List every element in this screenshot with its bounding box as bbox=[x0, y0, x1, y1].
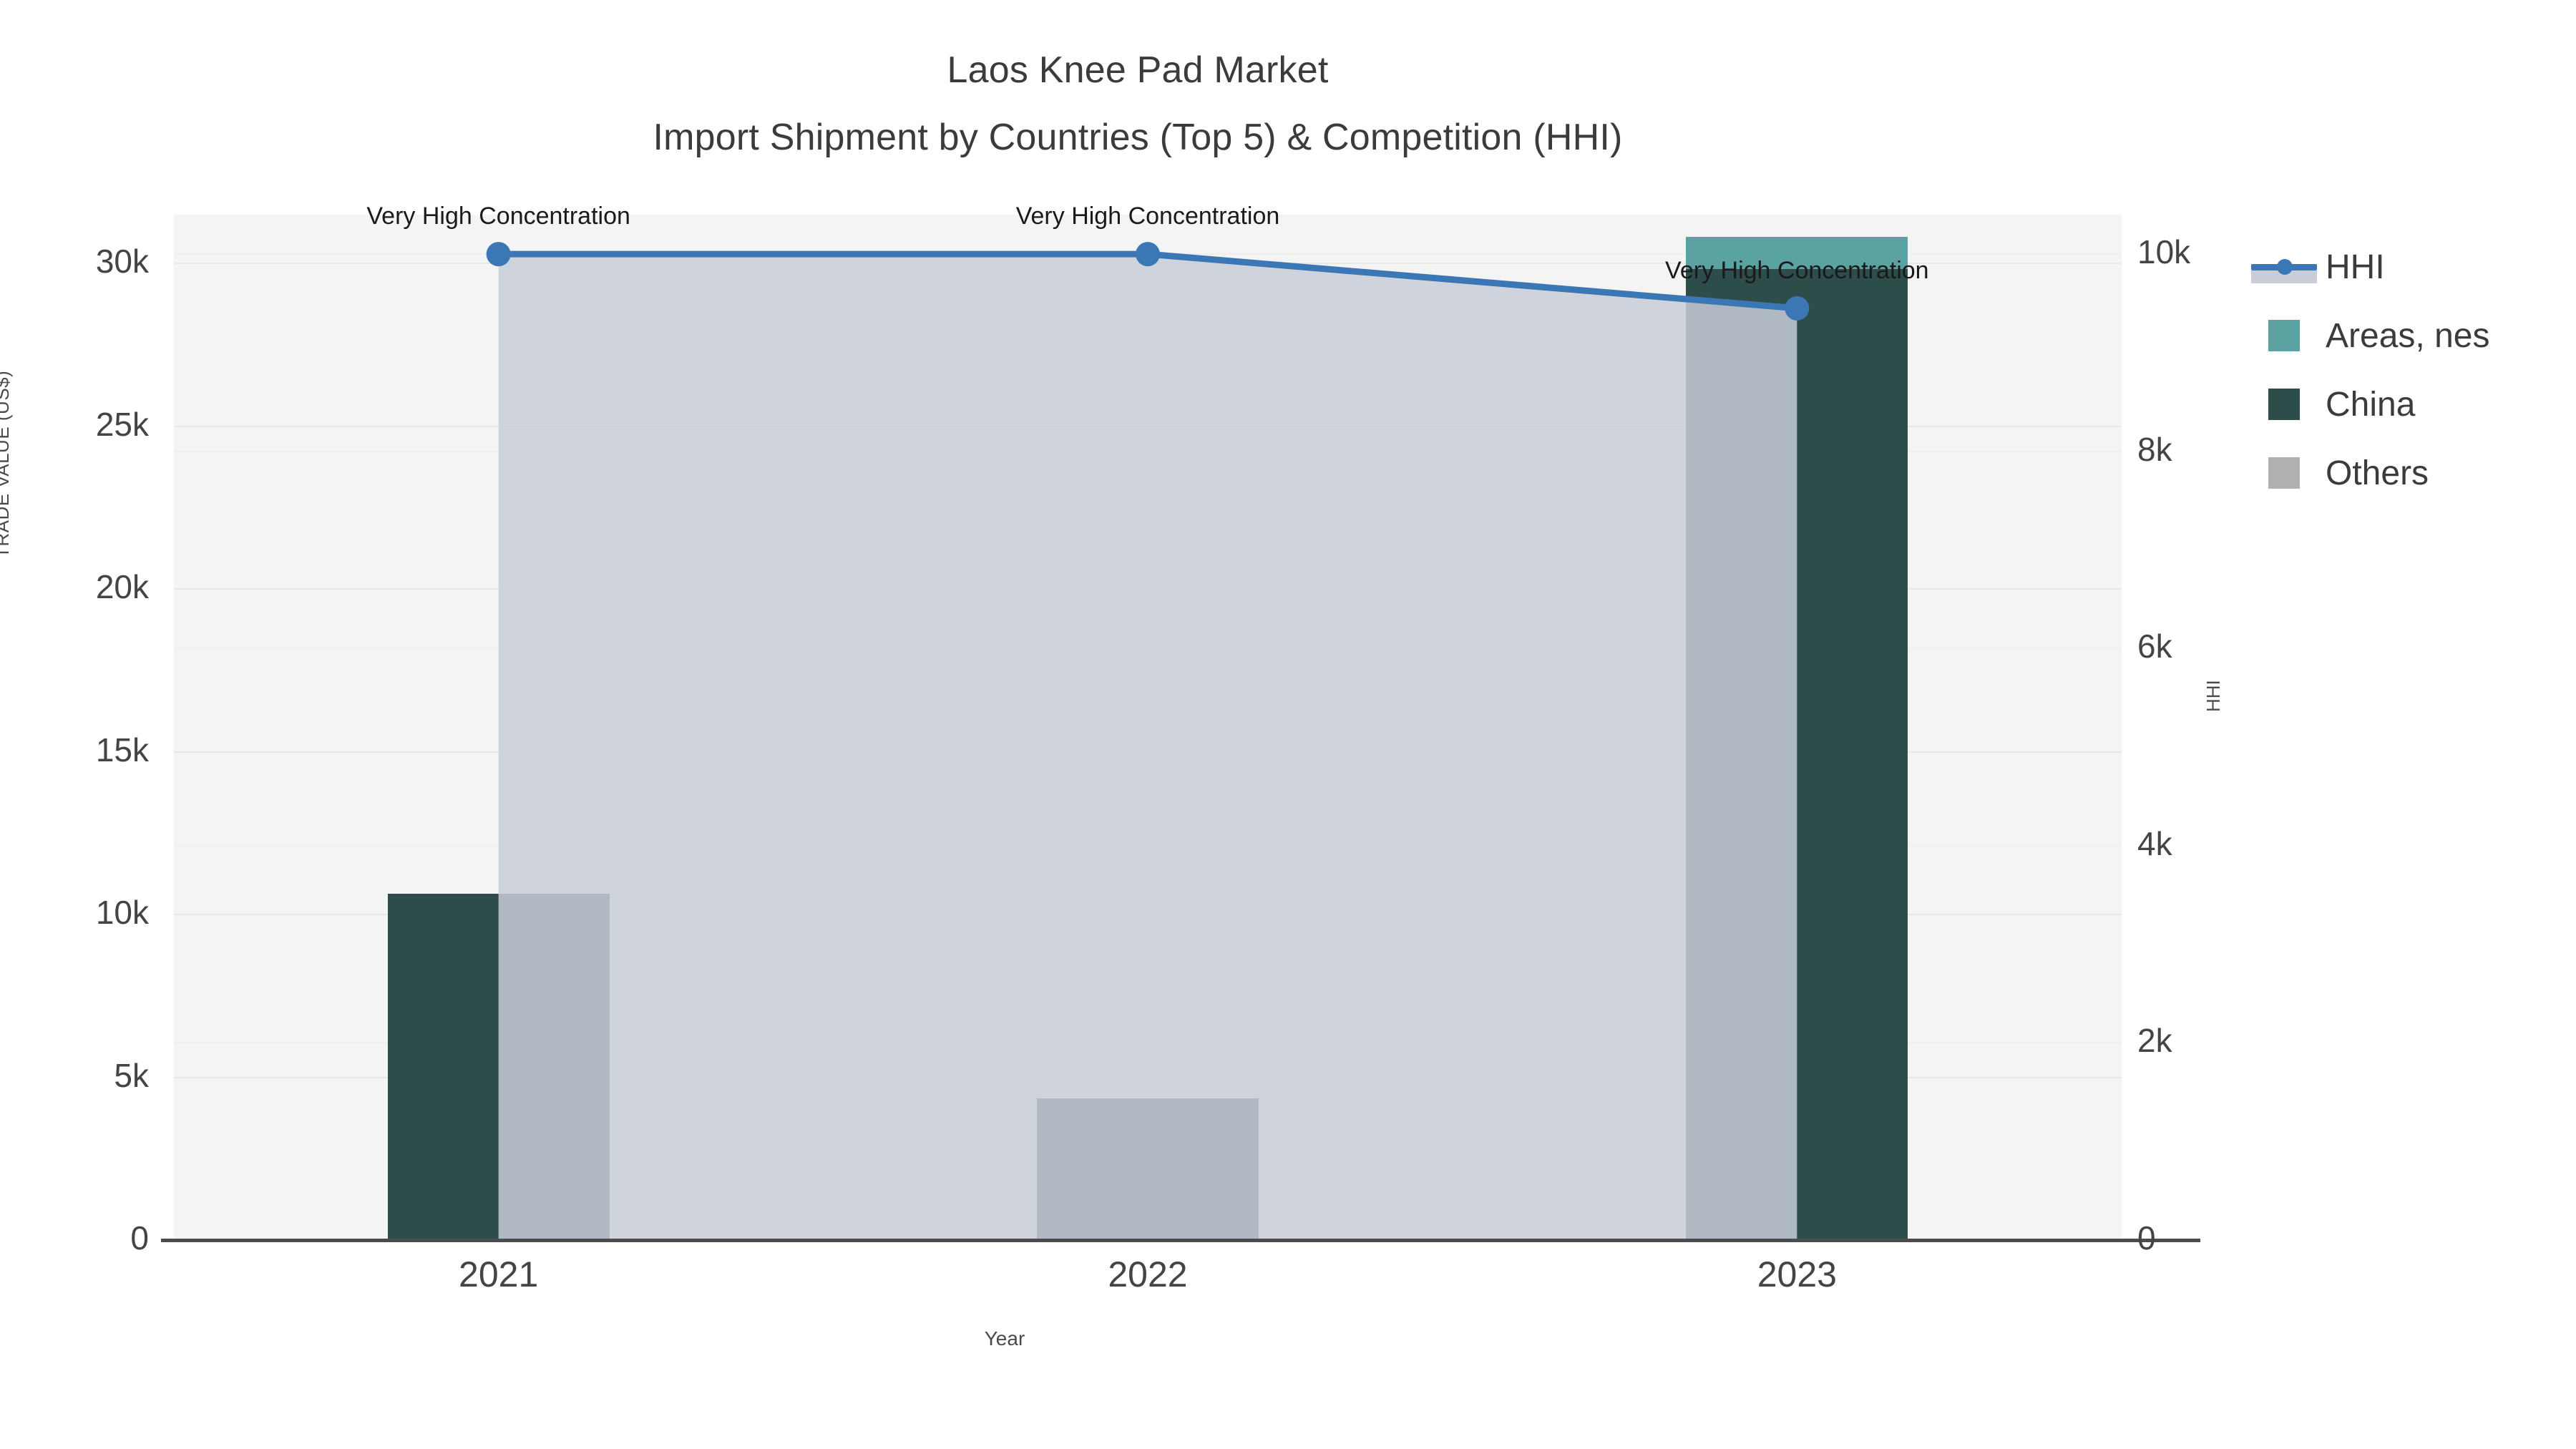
x-tick-2021: 2021 bbox=[459, 1254, 539, 1294]
x-axis-line bbox=[161, 1239, 2200, 1242]
y-tick-left-5k: 5k bbox=[114, 1056, 149, 1094]
legend-label: Areas, nes bbox=[2326, 316, 2490, 355]
y-axis-right-label: HHI bbox=[2202, 680, 2224, 712]
legend-area-band-icon bbox=[2251, 270, 2317, 283]
y-tick-right-6k: 6k bbox=[2137, 628, 2172, 665]
y-tick-right-10k: 10k bbox=[2137, 233, 2191, 271]
legend: HHI Areas, nes China Others bbox=[2247, 233, 2569, 507]
hhi-area-path bbox=[498, 254, 1797, 1240]
plot-inner bbox=[174, 215, 2122, 1240]
hhi-marker-2022[interactable] bbox=[1136, 242, 1160, 267]
legend-label: HHI bbox=[2326, 248, 2385, 286]
bar-segment-2023-areas-nes[interactable] bbox=[1686, 236, 1908, 269]
y-tick-right-2k: 2k bbox=[2137, 1022, 2172, 1060]
annotation-2022: Very High Concentration bbox=[1015, 203, 1280, 230]
x-tick-2023: 2023 bbox=[1757, 1254, 1837, 1294]
y-tick-left-15k: 15k bbox=[95, 731, 149, 769]
chart-title: Laos Knee Pad Market Import Shipment by … bbox=[0, 52, 2275, 156]
legend-swatch-icon bbox=[2268, 457, 2300, 489]
legend-item-others[interactable]: Others bbox=[2247, 439, 2569, 507]
legend-item-hhi[interactable]: HHI bbox=[2247, 233, 2569, 301]
y-tick-left-20k: 20k bbox=[95, 568, 149, 606]
annotation-2021: Very High Concentration bbox=[366, 203, 630, 230]
hhi-overlay bbox=[486, 242, 1810, 1240]
y-tick-right-4k: 4k bbox=[2137, 824, 2172, 862]
legend-swatch-icon bbox=[2268, 320, 2300, 351]
chart-title-line-2: Import Shipment by Countries (Top 5) & C… bbox=[653, 117, 1623, 158]
y-tick-left-25k: 25k bbox=[95, 405, 149, 443]
hhi-marker-2021[interactable] bbox=[486, 242, 511, 267]
legend-key-icon bbox=[2247, 245, 2321, 288]
legend-item-areas-nes[interactable]: Areas, nes bbox=[2247, 301, 2569, 370]
y-axis-left-label: TRADE VALUE (US$) bbox=[0, 370, 13, 558]
hhi-marker-2023[interactable] bbox=[1785, 296, 1810, 321]
y-tick-right-8k: 8k bbox=[2137, 430, 2172, 468]
y-tick-right-0: 0 bbox=[2137, 1219, 2156, 1257]
legend-key-icon bbox=[2247, 314, 2321, 357]
hhi-marker-group bbox=[486, 242, 1810, 321]
legend-key-icon bbox=[2247, 383, 2321, 426]
legend-item-china[interactable]: China bbox=[2247, 370, 2569, 439]
y-tick-left-30k: 30k bbox=[95, 243, 149, 280]
x-tick-2022: 2022 bbox=[1108, 1254, 1188, 1294]
annotation-2023: Very High Concentration bbox=[1665, 256, 1929, 284]
legend-label: China bbox=[2326, 385, 2416, 424]
legend-marker-dot-icon bbox=[2277, 259, 2293, 275]
legend-swatch-icon bbox=[2268, 389, 2300, 420]
legend-label: Others bbox=[2326, 454, 2429, 492]
plot-area bbox=[174, 215, 2122, 1240]
x-axis-label: Year bbox=[984, 1327, 1025, 1350]
y-tick-left-0: 0 bbox=[130, 1219, 149, 1257]
y-tick-left-10k: 10k bbox=[95, 894, 149, 932]
legend-key-icon bbox=[2247, 452, 2321, 494]
chart-title-line-1: Laos Knee Pad Market bbox=[947, 49, 1329, 91]
